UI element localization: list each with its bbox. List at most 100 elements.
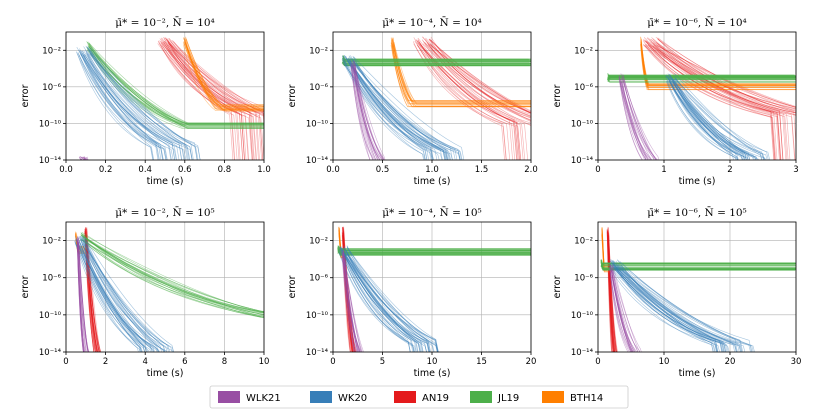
series-line-WK20 <box>669 81 749 160</box>
series-line-AN19 <box>84 232 98 352</box>
series-line-WLK21 <box>343 254 359 352</box>
series-line-WLK21 <box>621 79 653 160</box>
series-line-AN19 <box>169 43 264 112</box>
series-line-WK20 <box>343 253 427 352</box>
y-tick-label: 10⁻¹⁰ <box>306 311 329 321</box>
series-line-WLK21 <box>353 60 383 160</box>
series-line-JL19 <box>342 59 531 65</box>
series-line-WK20 <box>615 266 738 352</box>
series-WK20 <box>76 45 201 160</box>
series-line-AN19 <box>84 232 97 352</box>
series-line-WK20 <box>77 244 151 352</box>
series-line-WK20 <box>668 80 746 160</box>
series-line-WLK21 <box>609 268 629 352</box>
series-line-BTH14 <box>75 234 85 251</box>
series-line-WK20 <box>341 251 421 352</box>
series-line-AN19 <box>608 232 618 352</box>
series-line-AN19 <box>166 44 264 160</box>
x-tick-label: 0.0 <box>326 165 340 175</box>
series-line-WK20 <box>83 46 177 160</box>
series-line-WK20 <box>74 236 142 352</box>
series-line-WK20 <box>346 245 438 352</box>
series-line-AN19 <box>160 40 244 160</box>
series-line-WK20 <box>615 264 738 352</box>
series-line-WLK21 <box>618 75 643 160</box>
series-line-WK20 <box>673 78 764 160</box>
series-line-AN19 <box>428 38 531 117</box>
series-line-WK20 <box>668 79 745 160</box>
y-tick-label: 10⁻⁶ <box>42 274 61 284</box>
series-line-AN19 <box>644 45 781 160</box>
series-line-AN19 <box>647 37 789 160</box>
series-line-WLK21 <box>79 156 86 160</box>
series-line-WLK21 <box>79 156 86 160</box>
series-line-WK20 <box>620 266 752 352</box>
series-line-AN19 <box>159 38 241 160</box>
series-line-WLK21 <box>609 271 633 352</box>
series-line-AN19 <box>422 36 531 121</box>
series-line-WK20 <box>80 54 167 160</box>
series-line-WK20 <box>666 74 738 160</box>
series-line-BTH14 <box>393 43 531 107</box>
series-line-AN19 <box>608 227 618 352</box>
series-line-WK20 <box>87 53 190 160</box>
series-line-AN19 <box>607 231 615 352</box>
series-line-BTH14 <box>390 42 531 102</box>
series-line-AN19 <box>608 234 618 352</box>
series-line-BTH14 <box>185 45 264 111</box>
series-line-WK20 <box>85 52 185 160</box>
series-line-WK20 <box>84 237 174 352</box>
series-line-AN19 <box>85 233 101 352</box>
series-line-WK20 <box>339 245 414 352</box>
series-line-AN19 <box>167 41 264 116</box>
x-tick-label: 4 <box>142 357 147 367</box>
series-line-WLK21 <box>619 78 647 160</box>
series-line-AN19 <box>653 42 796 116</box>
series-line-WK20 <box>76 242 147 352</box>
series-line-WK20 <box>609 263 717 352</box>
series-line-AN19 <box>85 230 98 352</box>
series-line-WLK21 <box>612 264 641 352</box>
series-line-WK20 <box>617 266 741 352</box>
series-line-WK20 <box>82 244 165 352</box>
series-line-AN19 <box>85 232 98 352</box>
series-line-BTH14 <box>640 43 796 87</box>
series-line-BTH14 <box>75 233 85 251</box>
series-line-AN19 <box>84 228 96 352</box>
panel-title: μ̄* = 10⁻², N̄ = 10⁴ <box>115 16 215 29</box>
series-line-WK20 <box>612 262 727 352</box>
series-line-WK20 <box>90 50 201 160</box>
series-line-WK20 <box>79 50 164 160</box>
series-line-WK20 <box>341 247 421 352</box>
series-line-WK20 <box>349 59 450 160</box>
y-tick-label: 10⁻¹⁴ <box>39 348 62 358</box>
series-line-BTH14 <box>183 43 264 108</box>
series-line-WK20 <box>672 79 759 160</box>
series-line-WK20 <box>340 247 417 352</box>
series-line-AN19 <box>427 42 531 117</box>
series-line-WLK21 <box>77 238 86 352</box>
series-line-AN19 <box>85 227 100 352</box>
series-line-AN19 <box>343 235 356 352</box>
y-tick-label: 10⁻² <box>574 46 593 56</box>
series-line-AN19 <box>607 231 615 352</box>
series-line-BTH14 <box>75 235 86 247</box>
series-line-AN19 <box>608 235 618 352</box>
series-line-WK20 <box>75 239 143 352</box>
series-line-WK20 <box>671 78 754 160</box>
x-tick-label: 0 <box>330 357 335 367</box>
series-line-WLK21 <box>352 63 378 160</box>
legend-item-JL19: JL19 <box>470 391 519 404</box>
series-line-WK20 <box>83 243 168 352</box>
series-line-BTH14 <box>393 42 531 104</box>
series-line-WK20 <box>338 249 411 352</box>
series-line-WK20 <box>86 50 189 160</box>
series-line-WLK21 <box>611 270 638 352</box>
series-line-JL19 <box>80 239 264 317</box>
series-line-JL19 <box>86 47 264 129</box>
series-line-BTH14 <box>76 232 88 250</box>
series-line-AN19 <box>643 44 776 160</box>
series-line-WK20 <box>339 247 415 352</box>
series-line-BTH14 <box>392 45 531 104</box>
series-line-WK20 <box>77 236 148 352</box>
